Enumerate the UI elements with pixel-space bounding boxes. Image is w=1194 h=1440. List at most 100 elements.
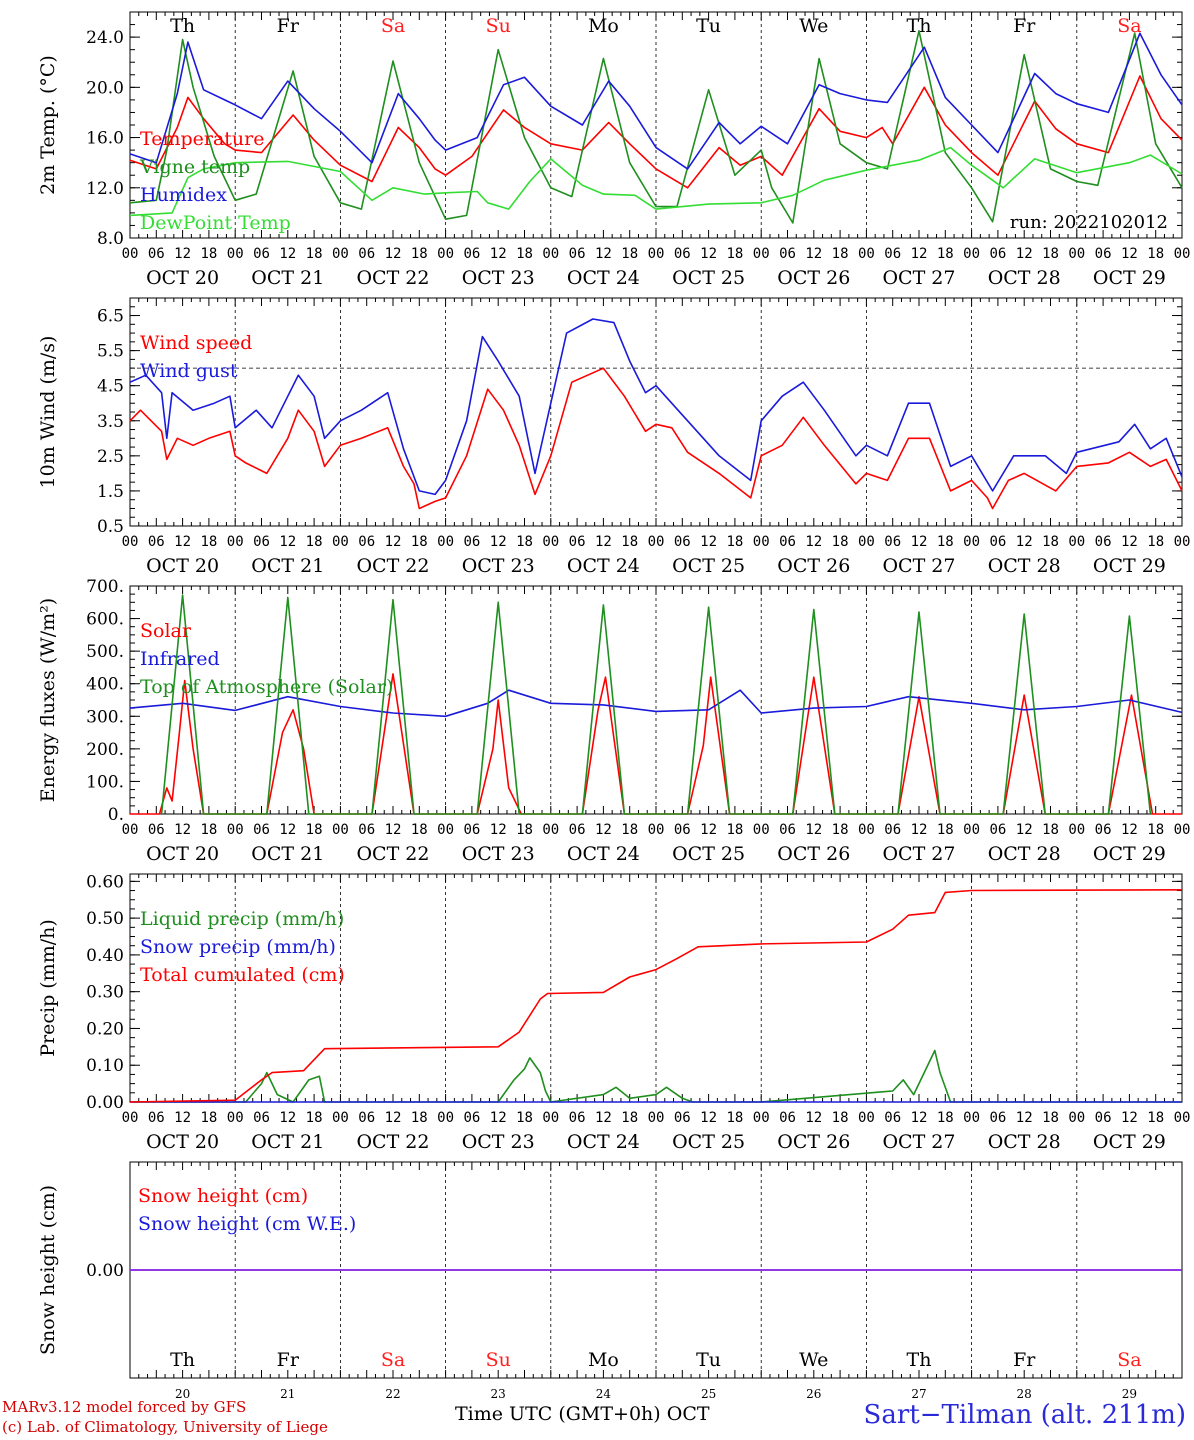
temp-hour-label: 06 <box>1095 246 1112 262</box>
precip-date-label: OCT 26 <box>777 1131 850 1153</box>
precip-hour-label: 00 <box>648 1110 665 1126</box>
wind-date-label: OCT 23 <box>462 555 535 577</box>
precip-y-tick-label: 0.40 <box>86 946 124 966</box>
energy-hour-label: 06 <box>884 822 901 838</box>
temp-hour-label: 00 <box>227 246 244 262</box>
snow-legend-entry: Snow height (cm) <box>138 1185 308 1207</box>
wind-date-label: OCT 29 <box>1093 555 1166 577</box>
wind-hour-label: 00 <box>1068 534 1085 550</box>
energy-hour-label: 18 <box>621 822 638 838</box>
temp-date-label: OCT 24 <box>567 267 640 289</box>
precip-date-label: OCT 21 <box>251 1131 324 1153</box>
temp-hour-label: 18 <box>1147 246 1164 262</box>
precip-hour-label: 06 <box>884 1110 901 1126</box>
wind-hour-label: 06 <box>674 534 691 550</box>
temp-hour-label: 06 <box>989 246 1006 262</box>
precip-legend-entry: Liquid precip (mm/h) <box>140 908 344 930</box>
energy-y-tick-label: 400. <box>86 675 124 695</box>
energy-hour-label: 00 <box>1174 822 1191 838</box>
temp-weekday-label: Tu <box>696 15 721 37</box>
temp-date-label: OCT 23 <box>462 267 535 289</box>
energy-hour-label: 00 <box>332 822 349 838</box>
wind-hour-label: 18 <box>306 534 323 550</box>
wind-hour-label: 12 <box>700 534 717 550</box>
energy-hour-label: 18 <box>306 822 323 838</box>
precip-hour-label: 06 <box>1095 1110 1112 1126</box>
energy-date-label: OCT 25 <box>672 843 745 865</box>
wind-date-label: OCT 25 <box>672 555 745 577</box>
wind-hour-label: 00 <box>437 534 454 550</box>
temp-series-humidex <box>129 32 1183 170</box>
temp-weekday-label: Su <box>486 15 511 37</box>
precip-date-label: OCT 29 <box>1093 1131 1166 1153</box>
snow-weekday-label: Fr <box>277 1349 300 1371</box>
snow-day-number: 29 <box>1122 1387 1137 1401</box>
precip-hour-label: 06 <box>253 1110 270 1126</box>
snow-day-number: 26 <box>806 1387 821 1401</box>
snow-weekday-label: Fr <box>1013 1349 1036 1371</box>
wind-hour-label: 06 <box>884 534 901 550</box>
wind-hour-label: 00 <box>648 534 665 550</box>
temp-hour-label: 00 <box>963 246 980 262</box>
energy-y-axis-label: Energy fluxes (W/m²) <box>37 598 59 802</box>
wind-series-wind-speed <box>129 367 1183 510</box>
model-credit: MARv3.12 model forced by GFS <box>2 1398 247 1416</box>
precip-hour-label: 18 <box>726 1110 743 1126</box>
precip-legend-entry: Snow precip (mm/h) <box>140 936 336 958</box>
precip-hour-label: 18 <box>832 1110 849 1126</box>
energy-legend-entry: Infrared <box>140 648 220 670</box>
energy-hour-label: 06 <box>358 822 375 838</box>
precip-hour-label: 12 <box>595 1110 612 1126</box>
energy-date-label: OCT 26 <box>777 843 850 865</box>
precip-y-axis-label: Precip (mm/h) <box>37 919 59 1057</box>
temp-y-tick-label: 8.0 <box>97 229 124 249</box>
snow-weekday-label: Tu <box>696 1349 721 1371</box>
energy-hour-label: 06 <box>569 822 586 838</box>
snow-day-number: 25 <box>701 1387 716 1401</box>
temp-legend-entry: DewPoint Temp <box>140 212 291 234</box>
energy-date-label: OCT 23 <box>462 843 535 865</box>
snow-weekday-label: Su <box>486 1349 511 1371</box>
temp-hour-label: 18 <box>200 246 217 262</box>
temp-date-label: OCT 26 <box>777 267 850 289</box>
temp-hour-label: 18 <box>937 246 954 262</box>
wind-hour-label: 12 <box>385 534 402 550</box>
precip-date-label: OCT 22 <box>356 1131 429 1153</box>
energy-hour-label: 06 <box>779 822 796 838</box>
snow-weekday-label: Sa <box>1117 1349 1141 1371</box>
temp-date-label: OCT 29 <box>1093 267 1166 289</box>
wind-hour-label: 00 <box>227 534 244 550</box>
snow-weekday-label: Th <box>170 1349 195 1371</box>
snow-weekday-label: We <box>799 1349 828 1371</box>
energy-hour-label: 00 <box>437 822 454 838</box>
temp-hour-label: 06 <box>148 246 165 262</box>
snow-day-number: 28 <box>1017 1387 1032 1401</box>
temp-y-tick-label: 12.0 <box>86 179 124 199</box>
precip-y-tick-label: 0.00 <box>86 1093 124 1113</box>
wind-hour-label: 18 <box>1147 534 1164 550</box>
temp-hour-label: 00 <box>542 246 559 262</box>
temp-hour-label: 06 <box>253 246 270 262</box>
wind-hour-label: 18 <box>200 534 217 550</box>
temp-series-dewpoint-temp <box>129 146 1183 217</box>
snow-weekday-label: Sa <box>381 1349 405 1371</box>
temp-date-label: OCT 27 <box>882 267 955 289</box>
precip-hour-label: 00 <box>858 1110 875 1126</box>
temp-hour-label: 12 <box>279 246 296 262</box>
energy-hour-label: 12 <box>595 822 612 838</box>
wind-hour-label: 12 <box>805 534 822 550</box>
precip-hour-label: 12 <box>911 1110 928 1126</box>
precip-hour-label: 06 <box>779 1110 796 1126</box>
snow-y-axis-label: Snow height (cm) <box>37 1185 59 1355</box>
energy-hour-label: 18 <box>937 822 954 838</box>
temp-series-vigne-temp <box>129 29 1183 224</box>
energy-hour-label: 18 <box>726 822 743 838</box>
snow-weekday-label: Mo <box>588 1349 619 1371</box>
wind-y-tick-label: 4.5 <box>97 377 124 397</box>
wind-hour-label: 12 <box>1121 534 1138 550</box>
snow-legend-entry: Snow height (cm W.E.) <box>138 1213 356 1235</box>
wind-hour-label: 12 <box>490 534 507 550</box>
wind-hour-label: 06 <box>989 534 1006 550</box>
wind-y-tick-label: 2.5 <box>97 447 124 467</box>
